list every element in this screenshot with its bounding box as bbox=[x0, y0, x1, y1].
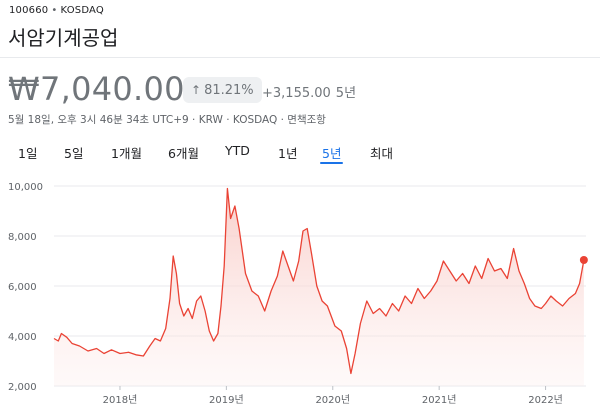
y-tick-label: 6,000 bbox=[8, 282, 37, 293]
percent-change-badge: ↑ 81.21% bbox=[183, 77, 262, 103]
tab-5d[interactable]: 5일 bbox=[64, 146, 84, 161]
current-price-marker bbox=[579, 256, 588, 264]
y-tick-label: 8,000 bbox=[8, 232, 37, 243]
company-name: 서암기계공업 bbox=[8, 26, 119, 50]
percent-change-value: 81.21% bbox=[204, 82, 254, 98]
price-area-fill bbox=[54, 188, 584, 386]
ticker-line: 100660 • KOSDAQ bbox=[9, 5, 104, 16]
ticker-code: 100660 bbox=[9, 5, 49, 16]
tab-6m[interactable]: 6개월 bbox=[168, 146, 199, 161]
x-tick-label: 2020년 bbox=[315, 394, 350, 406]
price-chart[interactable]: 2,000 4,000 6,000 8,000 10,000 2018년 2019년 2020… bbox=[0, 170, 600, 420]
range-tabs: 1일 5일 1개월 6개월 YTD 1년 5년 최대 bbox=[0, 143, 600, 167]
header-divider bbox=[0, 57, 600, 58]
tab-1y[interactable]: 1년 bbox=[278, 146, 298, 161]
absolute-change: +3,155.00 5년 bbox=[262, 82, 356, 101]
y-tick-label: 2,000 bbox=[8, 382, 37, 393]
tab-ytd[interactable]: YTD bbox=[225, 143, 250, 158]
quote-meta: 5월 18일, 오후 3시 46분 34초 UTC+9 · KRW · KOSD… bbox=[8, 114, 326, 126]
arrow-up-icon: ↑ bbox=[191, 83, 202, 97]
ticker-separator: • bbox=[51, 5, 58, 16]
exchange-name: KOSDAQ bbox=[60, 5, 104, 16]
price-series-line bbox=[53, 187, 585, 375]
tab-5y[interactable]: 5년 bbox=[319, 143, 344, 164]
tab-1m[interactable]: 1개월 bbox=[111, 146, 142, 161]
tab-max[interactable]: 최대 bbox=[370, 146, 394, 161]
change-period: 5년 bbox=[335, 86, 357, 101]
x-tick-label: 2018년 bbox=[103, 394, 138, 406]
x-tick-label: 2019년 bbox=[209, 394, 244, 406]
absolute-change-value: +3,155.00 bbox=[262, 86, 331, 101]
x-tick-label: 2022년 bbox=[528, 394, 563, 406]
x-tick-label: 2021년 bbox=[422, 394, 457, 406]
tab-1d[interactable]: 1일 bbox=[18, 146, 38, 161]
y-tick-label: 4,000 bbox=[8, 332, 37, 343]
current-price: ₩7,040.00 bbox=[8, 70, 185, 108]
y-tick-label: 10,000 bbox=[8, 182, 43, 193]
